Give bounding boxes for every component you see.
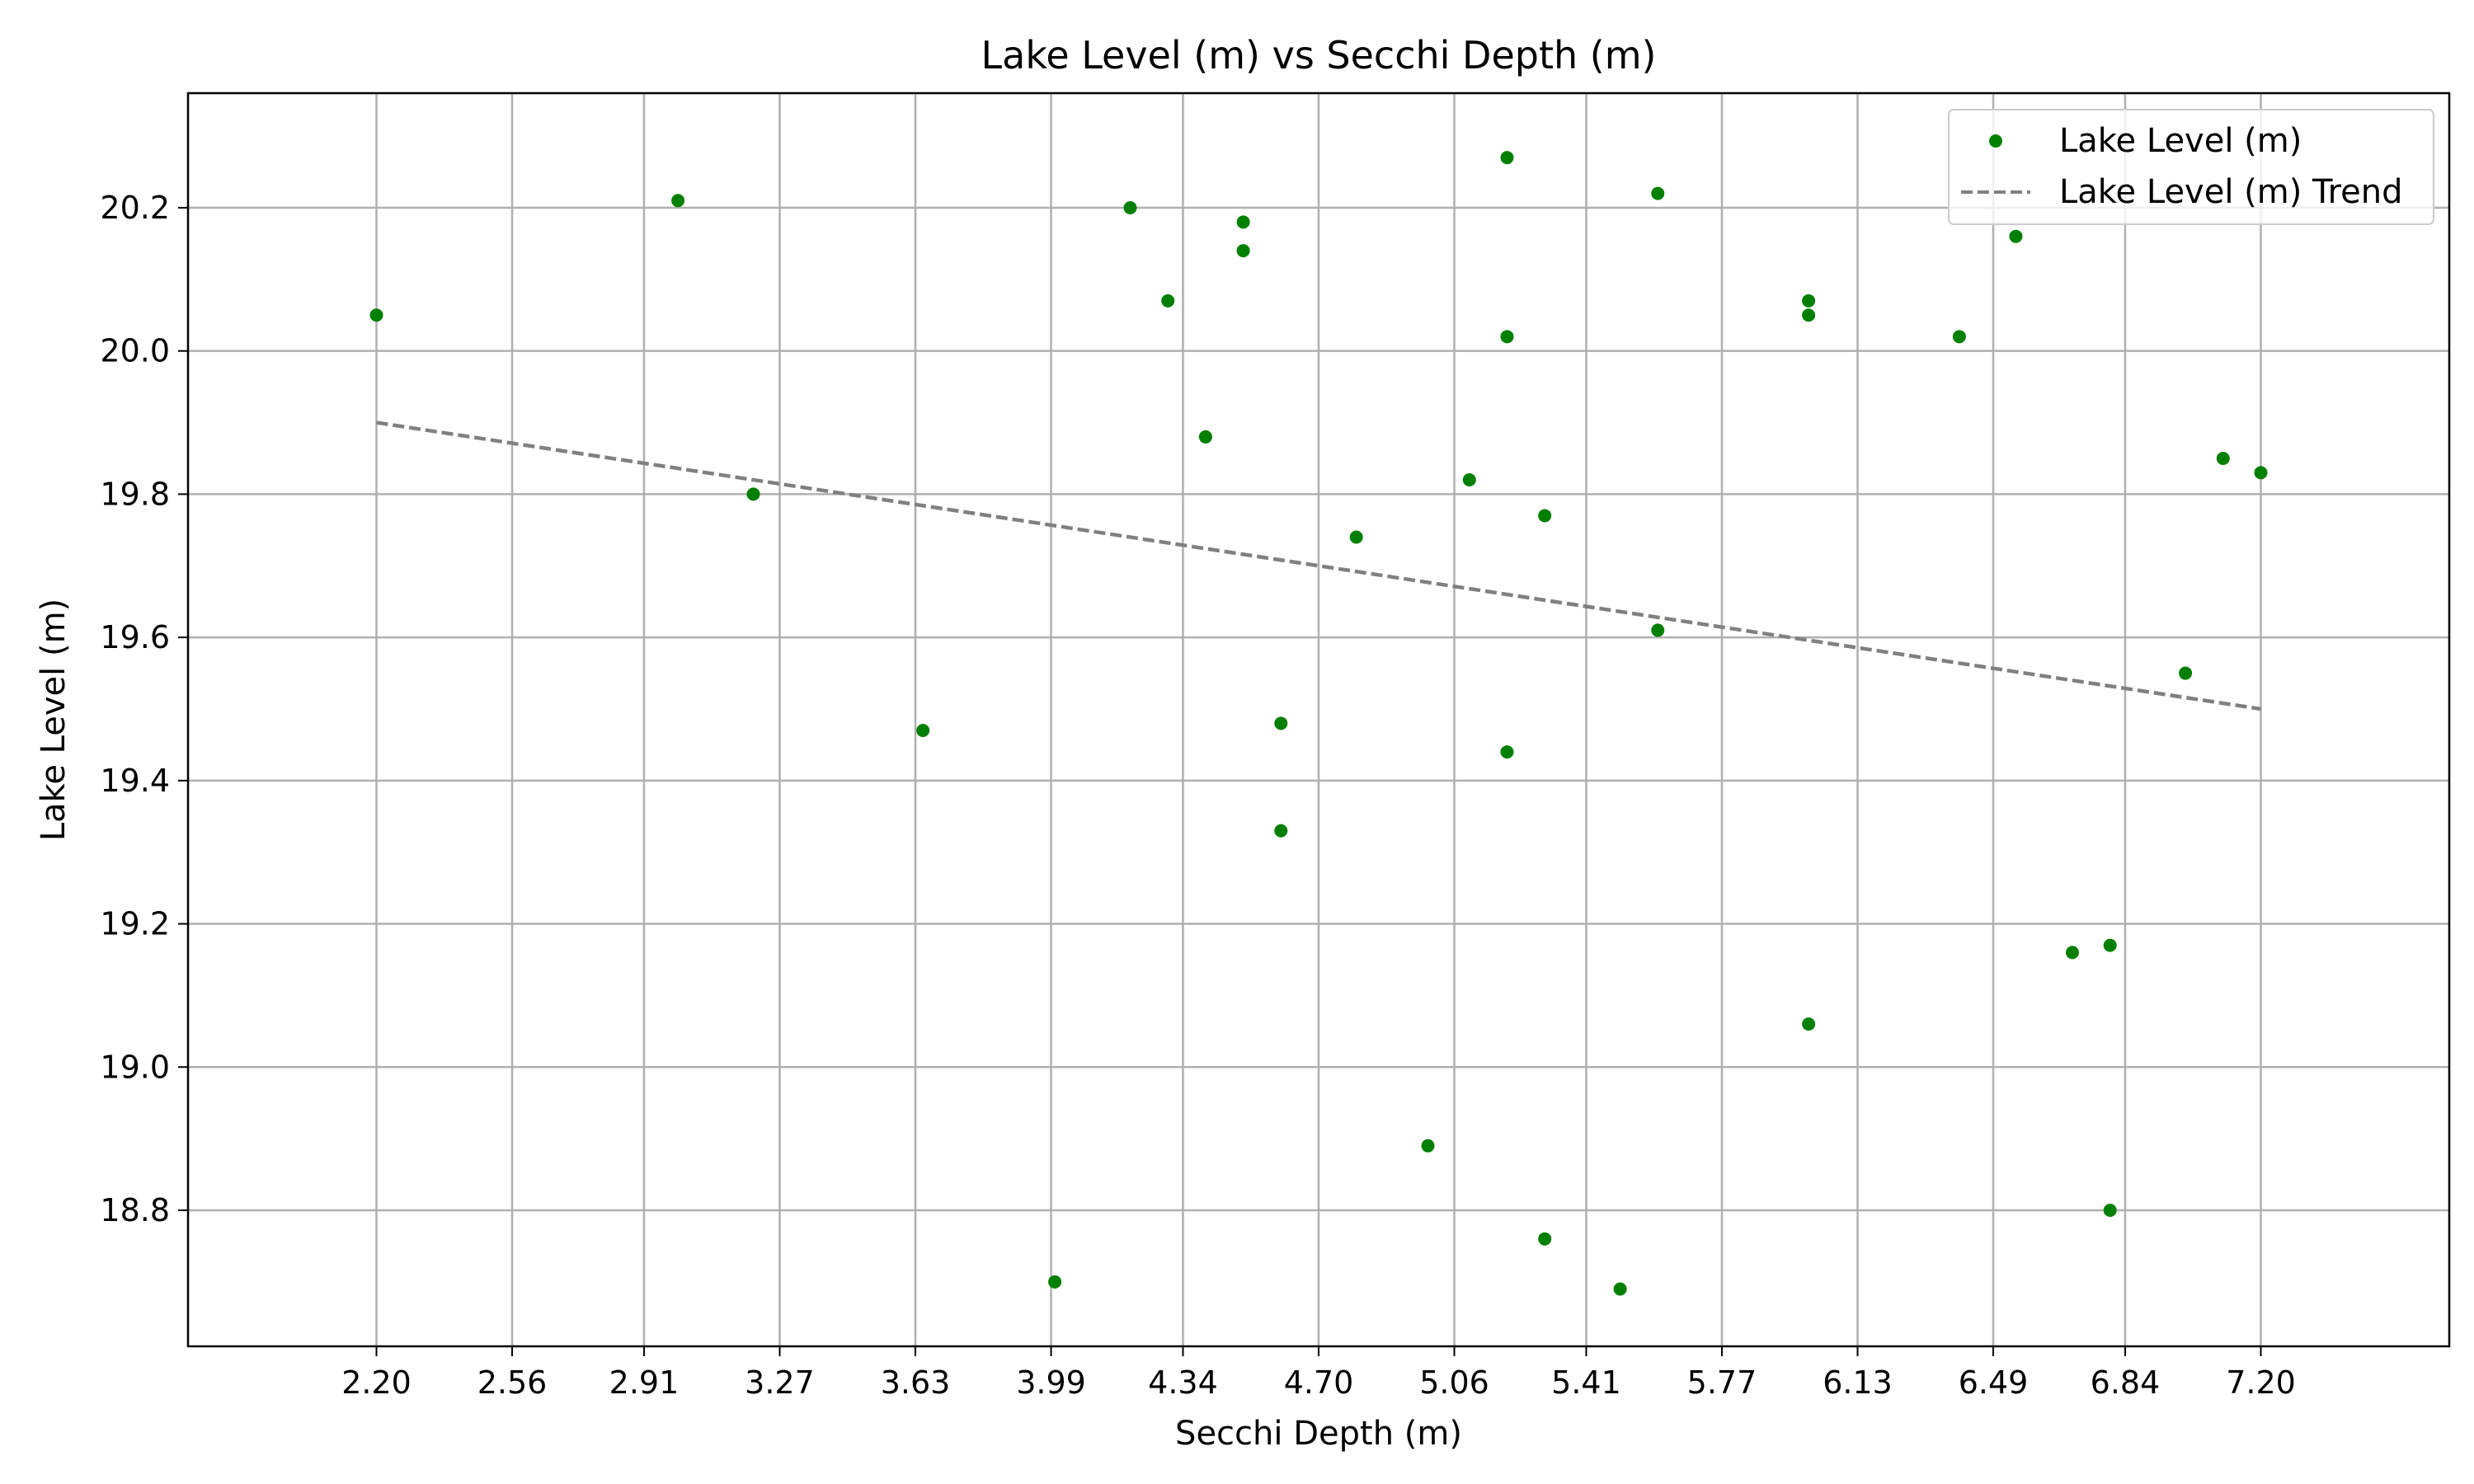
x-tick-label: 4.70	[1284, 1364, 1354, 1401]
data-point	[2179, 666, 2193, 680]
data-point	[2009, 229, 2023, 243]
data-point	[1236, 215, 1250, 229]
y-axis-label: Lake Level (m)	[35, 599, 73, 841]
y-tick-label: 19.8	[100, 476, 170, 512]
data-point	[2103, 938, 2117, 952]
data-point	[1500, 745, 1514, 759]
y-axis-ticks: 18.8 19.0 19.2 19.4 19.6 19.8 20.0 20.2	[100, 190, 188, 1228]
x-axis-ticks: 2.20 2.56 2.91 3.27 3.63 3.99 4.34 4.70 5.06 5.41…	[341, 1346, 2296, 1401]
x-tick-label: 5.77	[1687, 1364, 1757, 1401]
chart-title: Lake Level (m) vs Secchi Depth (m)	[981, 33, 1657, 77]
data-point	[2103, 1203, 2117, 1217]
x-tick-label: 7.20	[2226, 1364, 2296, 1401]
x-axis-label: Secchi Depth (m)	[1175, 1415, 1462, 1453]
data-points	[369, 151, 2268, 1296]
data-point	[916, 724, 930, 738]
data-point	[1613, 1282, 1627, 1296]
x-tick-label: 3.99	[1016, 1364, 1086, 1401]
data-point	[1952, 330, 1966, 344]
y-tick-label: 20.0	[100, 333, 170, 369]
data-point	[1500, 330, 1514, 344]
data-point	[2216, 451, 2230, 465]
trend-line	[376, 420, 2261, 711]
data-point	[671, 194, 685, 208]
legend-marker-scatter	[1989, 134, 2002, 148]
data-point	[1048, 1275, 1062, 1289]
x-tick-label: 2.91	[609, 1364, 680, 1401]
data-point	[1161, 294, 1175, 308]
data-point	[1538, 509, 1552, 523]
x-tick-label: 3.63	[881, 1364, 951, 1401]
x-tick-label: 2.20	[341, 1364, 412, 1401]
data-point	[1349, 530, 1363, 544]
x-tick-label: 6.13	[1823, 1364, 1893, 1401]
y-tick-label: 19.0	[100, 1049, 170, 1085]
data-point	[1274, 716, 1288, 730]
data-point	[1651, 186, 1665, 200]
x-tick-label: 6.49	[1959, 1364, 2029, 1401]
data-point	[1538, 1232, 1552, 1246]
data-point	[2066, 946, 2079, 960]
data-point	[1236, 244, 1250, 258]
data-point	[1802, 1017, 1816, 1031]
data-point	[1123, 200, 1137, 214]
legend-box	[1948, 109, 2434, 225]
data-point	[1802, 308, 1816, 322]
y-tick-label: 19.4	[100, 763, 170, 799]
legend: Lake Level (m) Lake Level (m) Trend	[1948, 109, 2434, 225]
data-point	[1198, 430, 1212, 444]
data-point	[1802, 294, 1816, 308]
legend-label-trend: Lake Level (m) Trend	[2059, 173, 2403, 211]
x-tick-label: 3.27	[745, 1364, 815, 1401]
x-tick-label: 5.41	[1551, 1364, 1621, 1401]
y-tick-label: 19.6	[100, 619, 170, 655]
y-tick-label: 18.8	[100, 1192, 170, 1228]
x-tick-label: 5.06	[1419, 1364, 1489, 1401]
data-point	[746, 487, 760, 501]
y-tick-label: 19.2	[100, 906, 170, 942]
y-tick-label: 20.2	[100, 190, 170, 226]
grid	[188, 93, 2449, 1346]
data-point	[2254, 466, 2268, 480]
legend-label-scatter: Lake Level (m)	[2059, 122, 2302, 160]
data-point	[1651, 623, 1665, 637]
x-tick-label: 4.34	[1148, 1364, 1218, 1401]
data-point	[369, 308, 383, 322]
data-point	[1500, 151, 1514, 165]
x-tick-label: 2.56	[477, 1364, 548, 1401]
data-point	[1462, 473, 1476, 487]
data-point	[1421, 1139, 1435, 1153]
data-point	[1274, 824, 1288, 838]
trend-line-layer	[376, 420, 2261, 711]
x-tick-label: 6.84	[2091, 1364, 2161, 1401]
